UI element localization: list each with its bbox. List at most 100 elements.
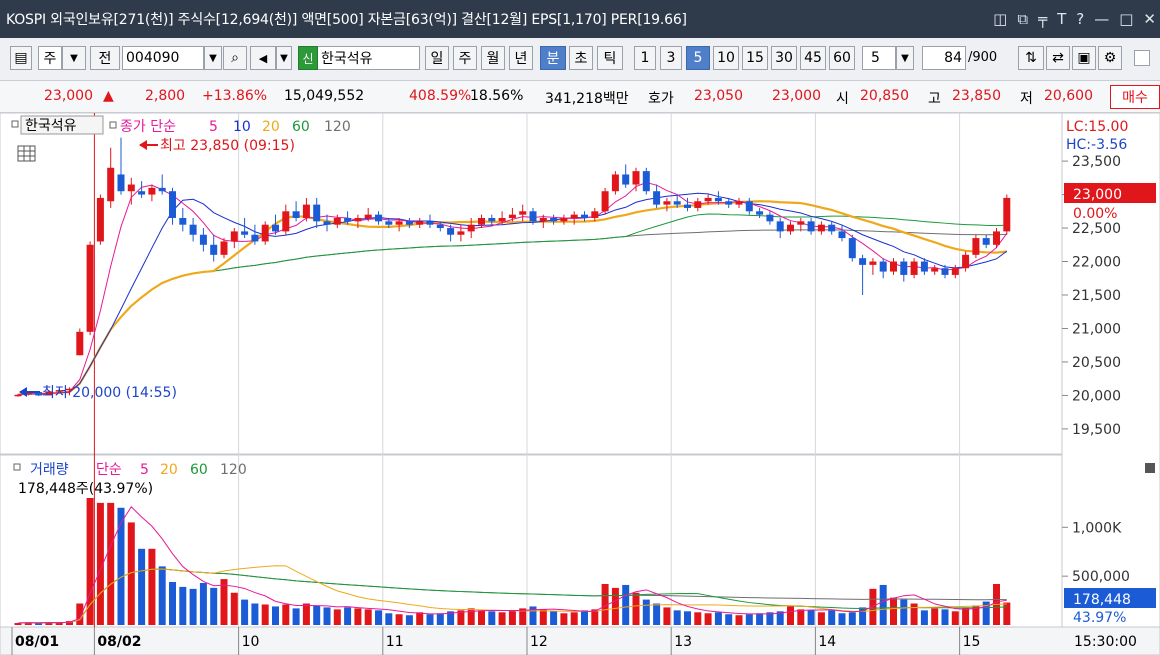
candle-body: [962, 254, 970, 269]
panel-toggle-icon[interactable]: [11, 120, 19, 128]
interval-dropdown-icon[interactable]: ▼: [896, 46, 914, 70]
close-icon[interactable]: ✕: [1143, 10, 1156, 28]
draw-tool-icon[interactable]: ⇄: [1046, 46, 1070, 70]
option-checkbox[interactable]: [1134, 50, 1150, 66]
count-input[interactable]: 84: [922, 46, 966, 70]
chart-mode-icon[interactable]: ▤: [10, 46, 32, 70]
volume-panel-close-icon[interactable]: [1145, 463, 1155, 473]
maximize-icon[interactable]: □: [1119, 10, 1134, 28]
volume-bar: [179, 586, 187, 625]
help-icon[interactable]: ?: [1076, 10, 1085, 28]
code-dropdown-icon[interactable]: ▼: [204, 46, 222, 70]
volume-bar: [663, 607, 671, 625]
tab-day[interactable]: 일: [425, 46, 449, 70]
volume-bar: [838, 613, 846, 625]
candle: [189, 218, 197, 242]
candle-body: [694, 201, 702, 208]
candle: [756, 207, 764, 218]
volume-bar: [66, 621, 73, 625]
tab-minute[interactable]: 분: [540, 46, 566, 70]
period-select-dropdown-icon[interactable]: ▼: [62, 46, 86, 70]
candle: [653, 184, 661, 208]
minimize-icon[interactable]: —: [1094, 10, 1110, 28]
window-restore-icon[interactable]: ◫: [993, 10, 1008, 28]
candle-body: [859, 258, 867, 265]
volume-bar: [611, 587, 619, 625]
volume-bar: [673, 610, 681, 625]
indicator-icon[interactable]: ⇅: [1018, 46, 1044, 70]
volume-tick-label: 1,000K: [1072, 520, 1122, 536]
tab-year[interactable]: 년: [509, 46, 533, 70]
volume-bar: [354, 608, 362, 625]
candle: [622, 164, 630, 188]
tab-second[interactable]: 초: [569, 46, 593, 70]
interval-10[interactable]: 10: [713, 46, 739, 70]
candle-body: [972, 238, 980, 255]
x-tick-label: 08/01: [15, 634, 59, 650]
volume-bars: [14, 498, 1011, 625]
speaker-dropdown-icon[interactable]: ▼: [276, 46, 292, 70]
candle-body: [581, 214, 588, 218]
price-tick-label: 20,000: [1072, 388, 1121, 404]
candle: [766, 211, 774, 225]
prefix-label[interactable]: 전: [90, 46, 120, 70]
volume-bar: [694, 612, 702, 625]
settings-icon[interactable]: ⚙: [1098, 46, 1122, 70]
candle-body: [591, 211, 599, 218]
search-icon[interactable]: ⌕: [223, 46, 247, 70]
volume-bar: [251, 603, 259, 625]
candle: [745, 197, 753, 215]
save-icon[interactable]: ▣: [1072, 46, 1096, 70]
current-volume-pct: 43.97%: [1073, 610, 1126, 626]
period-select[interactable]: 주: [38, 46, 62, 70]
ma5-label: 5: [209, 119, 218, 135]
candle-body: [55, 390, 63, 392]
interval-select[interactable]: 5: [862, 46, 896, 70]
interval-30[interactable]: 30: [771, 46, 797, 70]
buy-button[interactable]: 매수: [1110, 85, 1160, 109]
volume-bar: [756, 613, 764, 625]
interval-15[interactable]: 15: [742, 46, 768, 70]
tab-week[interactable]: 주: [453, 46, 477, 70]
font-icon[interactable]: T: [1057, 10, 1067, 28]
candlestick-chart[interactable]: 23,500 23,000 22,500 22,000 21,500 21,000 20,5…: [0, 113, 1160, 655]
pin-icon[interactable]: ╤: [1038, 10, 1048, 28]
volume-bar: [735, 615, 743, 625]
interval-1[interactable]: 1: [634, 46, 656, 70]
stock-name-field[interactable]: 한국석유: [318, 46, 420, 70]
ask-price: 23,050: [694, 88, 743, 104]
tab-tick[interactable]: 틱: [597, 46, 623, 70]
volume-bar: [127, 522, 135, 625]
volume-bar: [220, 579, 228, 625]
volume-legend-prefix: 단순: [96, 462, 122, 478]
price-change-pct: +13.86%: [202, 88, 268, 104]
interval-60[interactable]: 60: [829, 46, 855, 70]
candle-body: [560, 218, 568, 222]
data-table-icon[interactable]: [17, 145, 36, 162]
candle: [313, 197, 321, 229]
volume-bar: [457, 610, 465, 625]
volume-bar: [776, 611, 784, 625]
candle: [169, 187, 176, 225]
interval-45[interactable]: 45: [800, 46, 826, 70]
volume-bar: [941, 609, 949, 625]
candle-body: [704, 197, 712, 202]
candle: [14, 394, 22, 397]
candle-body: [138, 191, 146, 195]
price-panel-stock: 한국석유: [25, 118, 77, 134]
volume-bar: [1003, 602, 1011, 625]
tab-month[interactable]: 월: [481, 46, 505, 70]
legend-toggle-icon[interactable]: [109, 121, 117, 129]
count-max: /900: [968, 50, 998, 65]
volume-bar: [910, 603, 918, 625]
candle: [498, 211, 506, 225]
interval-3[interactable]: 3: [660, 46, 682, 70]
candle-body: [848, 238, 856, 259]
interval-5[interactable]: 5: [686, 46, 710, 70]
stock-code-input[interactable]: 004090: [122, 46, 204, 70]
speaker-icon[interactable]: ◀: [250, 46, 276, 70]
window-cascade-icon[interactable]: ⧉: [1017, 10, 1029, 28]
volume-toggle-icon[interactable]: [13, 463, 21, 471]
candle-body: [86, 244, 94, 332]
volume-bar: [261, 604, 269, 625]
